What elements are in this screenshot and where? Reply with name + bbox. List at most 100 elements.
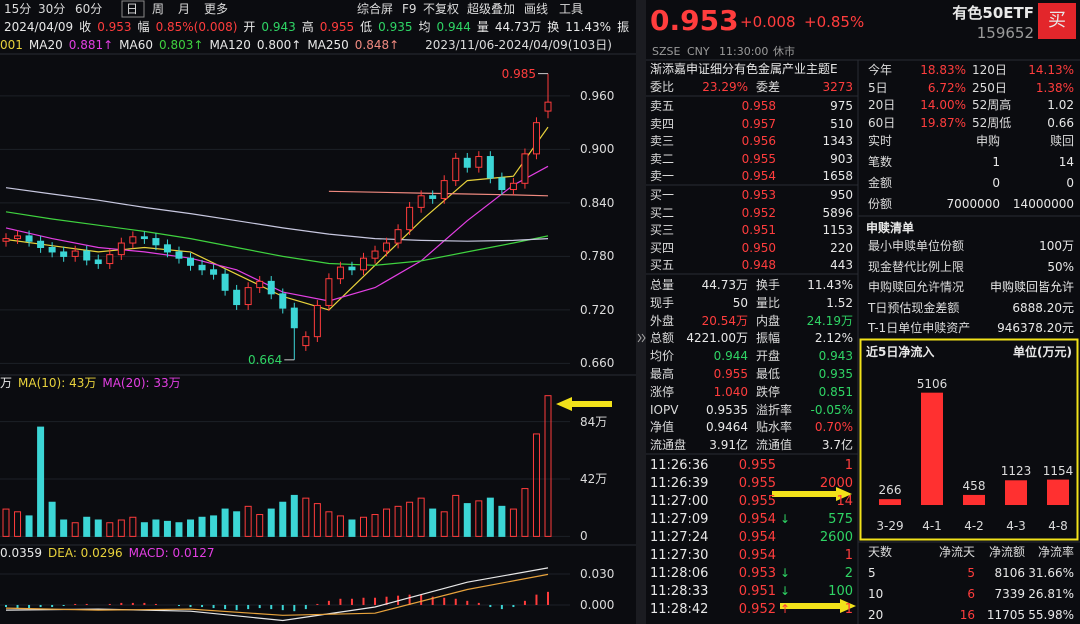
y-tick-label: 0.000: [580, 597, 615, 612]
change-pct: +0.85%: [804, 12, 865, 31]
text: 0: [1066, 176, 1074, 190]
text: 现手: [650, 295, 675, 310]
book-label: 买一: [650, 188, 675, 202]
info-item: 0.943: [261, 20, 296, 34]
volume-bar: [509, 508, 517, 537]
period-tab[interactable]: 60分: [75, 2, 103, 16]
price: 0.953: [650, 4, 739, 37]
book-price: 0.950: [741, 240, 776, 255]
period-tab[interactable]: 周: [152, 2, 165, 16]
info-item: 低: [360, 20, 373, 34]
volume-bar: [544, 395, 552, 537]
volume-bar: [187, 519, 195, 537]
candle-body: [233, 289, 241, 306]
tool-button[interactable]: 不复权: [423, 2, 460, 16]
trade-volume: 1: [844, 601, 853, 617]
period-tab[interactable]: 月: [178, 2, 191, 16]
volume-bar: [290, 494, 298, 537]
tool-button[interactable]: 超级叠加: [467, 2, 516, 16]
fund-name: 渐添嘉申证细分有色金属产业主题E: [650, 62, 838, 76]
text: 50%: [1047, 259, 1074, 274]
text: 14000000: [1012, 197, 1074, 211]
volume-bar: [71, 522, 79, 537]
text: 净值: [650, 420, 675, 435]
ma-line: [5, 165, 549, 302]
text: T日预估现金差额: [868, 300, 960, 315]
info-item: 高: [301, 20, 314, 34]
period-tab[interactable]: 日: [126, 2, 139, 16]
volume-bar: [60, 519, 68, 537]
candle-body: [60, 251, 68, 257]
info-row: 001 MA20 0.881↑ MA60 0.803↑ MA120 0.800↑ MA250 0…: [0, 37, 399, 53]
text: 最小申赎单位份额: [868, 239, 965, 253]
tool-button[interactable]: 画线: [524, 2, 549, 16]
text: 20.54万: [701, 313, 748, 328]
text: 外盘: [650, 313, 675, 328]
text: 申购赎回允许情况: [868, 280, 965, 294]
buy-label[interactable]: 买: [1048, 10, 1066, 31]
y-tick-label: 42万: [580, 472, 608, 487]
security-name: 有色50ETF: [952, 3, 1034, 22]
tool-button[interactable]: 工具: [559, 2, 584, 16]
trade-volume: 14: [836, 493, 853, 509]
y-tick-label: 0: [580, 529, 588, 544]
expand-icon[interactable]: [637, 333, 646, 343]
candle-body: [509, 182, 517, 191]
trade-volume: 1: [844, 457, 853, 473]
info-item: 换: [547, 20, 560, 34]
text: 6.72%: [927, 80, 966, 95]
y-tick-label: 0.780: [580, 249, 615, 264]
book-label: 买三: [650, 223, 675, 237]
text: 23.29%: [702, 80, 748, 94]
candle-body: [221, 273, 229, 291]
period-tab[interactable]: 30分: [38, 2, 66, 16]
volume-bar: [94, 519, 102, 537]
text: 实时: [868, 134, 893, 148]
text: 份额: [868, 197, 893, 211]
tool-button[interactable]: F9: [402, 2, 417, 16]
volume-bar: [244, 505, 252, 537]
volume-bar: [475, 500, 483, 537]
candle-body: [25, 235, 33, 242]
book-volume: 220: [830, 240, 853, 255]
info-item: 2024/04/09: [4, 20, 74, 34]
book-price: 0.954: [741, 169, 776, 183]
info-item: 001: [0, 38, 23, 52]
tool-button[interactable]: 综合屏: [357, 2, 394, 16]
book-volume: 903: [830, 151, 853, 166]
candle-body: [48, 246, 56, 253]
trade-price: 0.953: [738, 565, 776, 581]
period-tab[interactable]: 15分: [4, 2, 32, 16]
candle-body: [463, 157, 471, 168]
splitter[interactable]: [636, 0, 646, 624]
text: 量比: [756, 295, 781, 310]
text: 0.935: [818, 367, 853, 381]
text: 溢折率: [756, 402, 793, 417]
period-tab[interactable]: 更多: [204, 2, 229, 16]
info-item: 0.800↑: [256, 38, 302, 52]
text: 7339: [994, 587, 1025, 601]
trade-price: 0.955: [738, 493, 776, 509]
candle-body: [348, 266, 356, 271]
bar: [963, 494, 985, 505]
candle-body: [544, 101, 552, 112]
book-volume: 443: [830, 258, 853, 272]
bar: [879, 499, 901, 505]
volume-bar: [83, 516, 91, 537]
info-item: 0.935: [378, 20, 413, 34]
candle-body: [486, 156, 494, 179]
meta: SZSE: [652, 44, 681, 58]
info-item: 0.85%(0.008): [155, 20, 238, 34]
trade-time: 11:28:33: [650, 583, 709, 599]
text: 3.91亿: [709, 438, 748, 453]
book-label: 卖一: [650, 169, 675, 183]
candle-body: [383, 242, 391, 252]
low-label: 0.664: [247, 352, 283, 367]
buy-button[interactable]: [1038, 3, 1076, 39]
text: 18.83%: [920, 63, 966, 77]
volume-bar: [117, 519, 125, 537]
book-label: 买五: [650, 258, 675, 272]
text: 19.87%: [920, 116, 966, 131]
candle-body: [406, 206, 414, 231]
text: 20: [868, 608, 884, 622]
